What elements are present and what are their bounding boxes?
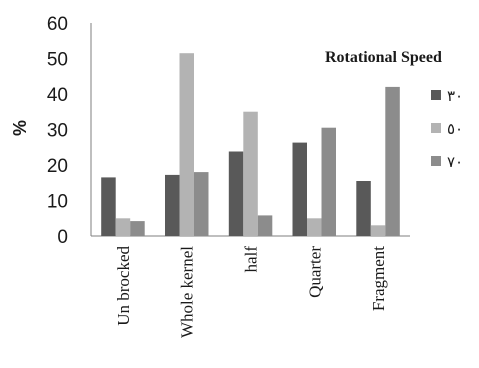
- bars-group: [101, 53, 400, 237]
- y-axis-ticks: 0 10 20 30 40 50 60: [47, 14, 68, 248]
- bar-un-brocked-series-2: [115, 218, 131, 237]
- bar-half-series-3: [257, 215, 273, 236]
- legend: ٣٠ ٥٠ ٧٠: [431, 87, 463, 171]
- legend-swatch: [431, 90, 441, 100]
- y-tick-label: 10: [47, 192, 68, 213]
- x-category-label: Un brocked: [114, 246, 133, 326]
- bar-quarter-series-2: [307, 218, 322, 237]
- bar-whole-kernel-series-1: [165, 174, 180, 236]
- legend-label: ٧٠: [447, 153, 463, 171]
- bar-un-brocked-series-1: [101, 177, 116, 236]
- bar-fragment-series-3: [385, 86, 400, 237]
- x-category-label: Whole kernel: [178, 246, 197, 338]
- legend-swatch: [431, 123, 441, 133]
- bar-whole-kernel-series-3: [194, 172, 209, 236]
- y-tick-label: 50: [47, 50, 68, 71]
- bar-fragment-series-1: [356, 181, 371, 236]
- x-category-label: Fragment: [369, 246, 388, 311]
- category-labels: Un brocked Whole kernel half Quarter Fragmen…: [114, 246, 388, 339]
- x-category-label: Quarter: [305, 246, 324, 298]
- y-tick-label: 20: [47, 156, 68, 177]
- bar-quarter-series-1: [292, 142, 307, 236]
- y-tick-label: 60: [47, 14, 68, 35]
- x-category-label: half: [242, 246, 261, 273]
- y-tick-label: 0: [57, 227, 68, 248]
- legend-label: ٣٠: [447, 87, 463, 105]
- bar-quarter-series-3: [321, 127, 336, 236]
- legend-label: ٥٠: [447, 120, 463, 138]
- bar-fragment-series-2: [370, 225, 386, 236]
- bar-whole-kernel-series-2: [179, 53, 194, 237]
- legend-title: Rotational Speed: [325, 49, 442, 66]
- legend-swatch: [431, 156, 441, 166]
- bar-half-series-1: [228, 151, 244, 236]
- y-axis-label: %: [10, 120, 30, 136]
- y-tick-label: 30: [47, 121, 68, 142]
- bar-un-brocked-series-3: [130, 221, 145, 236]
- bar-half-series-2: [243, 111, 258, 236]
- y-tick-label: 40: [47, 85, 68, 106]
